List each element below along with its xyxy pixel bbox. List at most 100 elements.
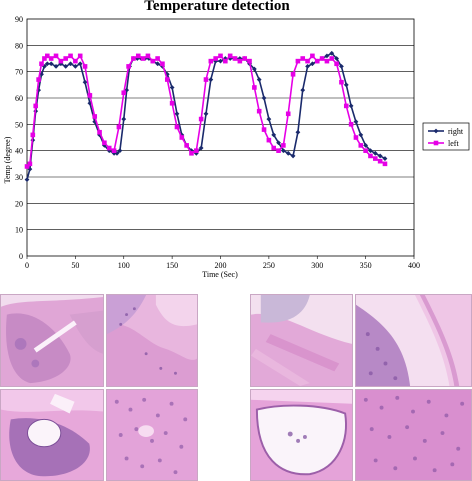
data-point	[203, 77, 209, 82]
y-axis-ticks: 0 10 20 30 40 50 60 70 80 90	[15, 15, 23, 261]
x-tick-label: 0	[25, 261, 29, 270]
y-tick-label: 10	[15, 226, 23, 235]
data-point	[145, 53, 151, 59]
series-layer	[24, 50, 388, 183]
data-point	[339, 79, 344, 85]
data-point	[111, 148, 117, 153]
data-point	[281, 143, 286, 148]
chart-title: Temperature detection	[144, 0, 290, 14]
x-tick-label: 350	[360, 261, 372, 270]
data-point	[169, 100, 175, 106]
data-point	[334, 56, 339, 61]
data-point	[82, 79, 88, 85]
data-point	[97, 129, 102, 135]
data-point	[58, 58, 64, 64]
data-point	[116, 124, 122, 130]
histology-panel-left-bottom-right	[106, 389, 198, 481]
data-point	[102, 143, 107, 148]
data-point	[290, 153, 296, 159]
x-tick-label: 300	[311, 261, 323, 270]
data-point	[305, 58, 310, 64]
data-point	[82, 64, 88, 69]
data-point	[271, 132, 277, 138]
histology-panel-right-top-left	[250, 294, 353, 387]
data-point	[368, 153, 373, 159]
data-point	[131, 56, 136, 61]
data-point	[433, 140, 439, 146]
data-point	[92, 114, 98, 119]
data-point	[135, 53, 141, 59]
data-point	[242, 56, 247, 61]
data-point	[295, 58, 301, 64]
data-point	[24, 164, 30, 169]
data-point	[42, 56, 47, 61]
x-tick-label: 150	[166, 261, 178, 270]
data-point	[68, 61, 73, 67]
data-point	[256, 108, 262, 114]
data-point	[140, 56, 146, 61]
data-point	[218, 53, 223, 59]
data-point	[285, 111, 291, 117]
data-point	[208, 77, 214, 82]
legend-item-left: left	[428, 139, 459, 148]
data-point	[382, 161, 388, 167]
data-point	[310, 61, 315, 67]
data-point	[124, 87, 130, 93]
y-tick-label: 90	[15, 15, 23, 24]
data-point	[48, 61, 54, 67]
chart-legend: right left	[422, 122, 470, 151]
data-point	[319, 56, 325, 61]
legend-label: left	[448, 139, 459, 148]
data-point	[276, 148, 281, 153]
data-point	[117, 148, 123, 154]
data-point	[111, 150, 117, 156]
data-point	[45, 53, 50, 59]
data-point	[106, 148, 112, 154]
data-point	[63, 56, 68, 61]
data-point	[353, 135, 359, 140]
data-point	[106, 145, 112, 151]
data-point	[223, 58, 228, 64]
data-point	[208, 58, 214, 64]
data-point	[198, 145, 204, 151]
data-point	[314, 58, 320, 64]
data-point	[329, 50, 335, 56]
data-point	[30, 132, 36, 138]
legend-item-right: right	[428, 127, 464, 136]
data-point	[44, 61, 50, 67]
data-point	[227, 53, 233, 59]
x-tick-label: 400	[408, 261, 420, 270]
data-point	[198, 116, 204, 122]
y-tick-label: 60	[15, 94, 23, 103]
histology-panel-right-top-right	[355, 294, 472, 387]
data-point	[53, 53, 59, 59]
histology-panel-left-bottom-left	[0, 389, 104, 481]
data-point	[363, 143, 369, 148]
data-point	[266, 137, 272, 143]
data-point	[160, 61, 165, 67]
data-point	[42, 64, 47, 69]
data-point	[73, 58, 78, 64]
data-point	[329, 56, 335, 61]
data-point	[237, 58, 243, 64]
y-tick-label: 50	[15, 120, 23, 129]
data-point	[276, 140, 281, 146]
data-point	[266, 116, 272, 122]
data-point	[92, 119, 98, 125]
data-point	[48, 56, 54, 61]
y-axis-label: Temp (degree)	[3, 136, 12, 183]
data-point	[164, 77, 170, 82]
data-point	[114, 150, 120, 156]
data-point	[232, 56, 238, 61]
data-point	[218, 58, 223, 64]
y-tick-label: 70	[15, 68, 23, 77]
data-point	[164, 71, 170, 77]
x-tick-label: 100	[118, 261, 130, 270]
data-point	[343, 103, 349, 109]
y-tick-label: 0	[19, 252, 23, 261]
data-point	[300, 56, 306, 61]
chart-gridlines	[27, 45, 414, 230]
data-point	[24, 177, 30, 183]
series-line	[26, 52, 386, 180]
data-point	[348, 103, 354, 109]
